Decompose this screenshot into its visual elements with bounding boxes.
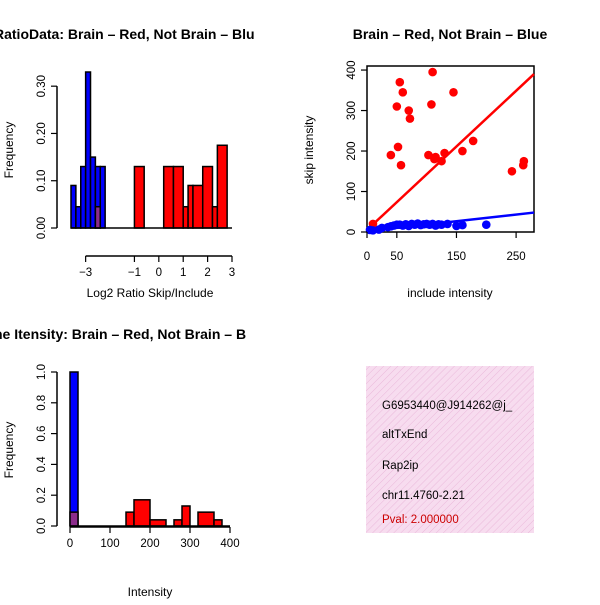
info-panel-background	[366, 366, 534, 533]
intensity-hist-y-tick-label: 0.0	[36, 518, 48, 534]
ratio-hist-red-bar	[201, 165, 214, 229]
scatter-point-brain	[458, 146, 467, 156]
scatter-plot-box	[366, 65, 535, 233]
scatter-point-brain	[427, 100, 436, 109]
scatter-point-brain	[405, 114, 415, 123]
scatter-y-tick-label: 300	[346, 101, 358, 120]
fit-line-not-brain	[366, 211, 535, 233]
ratio-hist-red-bar	[216, 144, 228, 229]
scatter-point-not-brain	[458, 220, 467, 230]
intensity-scatter-marks	[365, 67, 535, 235]
intensity-hist-y-tick-label: 0.2	[36, 487, 48, 503]
ratio-hist-red-bar	[172, 165, 184, 229]
ratio-hist-y-tick-label: 0.10	[36, 170, 48, 192]
intensity-scatter-xlabel: include intensity	[407, 286, 492, 300]
ratio-hist-x-tick-label: 0	[156, 267, 162, 279]
intensity-scatter-panel: Brain – Red, Not Brain – Blue 0 50 150 2500…	[302, 26, 547, 300]
ratio-hist-y-tick-label: 0.30	[36, 75, 48, 97]
intensity-histogram-title: ne Itensity: Brain – Red, Not Brain – B	[0, 326, 246, 342]
intensity-hist-red-bar	[69, 511, 79, 527]
intensity-scatter-title: Brain – Red, Not Brain – Blue	[353, 26, 548, 42]
scatter-point-brain	[468, 136, 478, 146]
intensity-hist-y-tick-label: 1.0	[36, 364, 48, 380]
ratio-histogram-title: RatioData: Brain – Red, Not Brain – Blu	[0, 26, 255, 42]
intensity-histogram-bars	[69, 371, 223, 527]
intensity-hist-red-bar	[133, 499, 151, 527]
scatter-point-not-brain	[481, 220, 491, 230]
intensity-histogram-panel: ne Itensity: Brain – Red, Not Brain – B …	[0, 326, 246, 599]
scatter-point-brain	[396, 160, 406, 170]
info-panel: G6953440@J914262@j_ altTxEnd Rap2ip chr1…	[366, 366, 534, 533]
ratio-hist-x-tick-label: 2	[204, 267, 210, 279]
intensity-hist-red-bar	[181, 505, 191, 527]
info-line-event-type: altTxEnd	[382, 429, 427, 441]
intensity-hist-x-tick-label: 400	[220, 538, 239, 550]
scatter-point-brain	[392, 102, 402, 111]
scatter-point-brain	[428, 67, 437, 77]
scatter-point-brain	[507, 166, 517, 176]
scatter-y-tick-label: 400	[346, 60, 358, 79]
intensity-hist-y-tick-label: 0.8	[36, 395, 48, 411]
ratio-histogram-axes: −3 −1 0 1 2 3 0.00 0.10 0.20 0.30	[36, 75, 235, 279]
scatter-point-brain	[404, 106, 414, 115]
intensity-scatter-axes: 0 50 150 250 0 100 200 300 400	[346, 60, 526, 263]
info-line-event-id: G6953440@J914262@j_	[382, 400, 513, 412]
scatter-point-brain	[519, 156, 529, 166]
intensity-scatter-ylabel: skip intensity	[302, 116, 316, 185]
ratio-hist-x-tick-label: −3	[79, 267, 92, 279]
intensity-histogram-axes: 0 100 200 300 400 0.0 0.2 0.4 0.6 0.8 1.0	[36, 364, 240, 550]
scatter-x-tick-label: 50	[390, 251, 403, 263]
intensity-hist-x-tick-label: 300	[180, 538, 199, 550]
ratio-hist-x-tick-label: −1	[128, 267, 141, 279]
scatter-y-tick-label: 100	[346, 182, 358, 201]
ratio-histogram-panel: RatioData: Brain – Red, Not Brain – Blu …	[0, 26, 255, 300]
scatter-y-tick-label: 200	[346, 141, 358, 160]
intensity-hist-red-bar	[125, 511, 135, 527]
ratio-histogram-ylabel: Frequency	[2, 122, 16, 179]
ratio-histogram-xlabel: Log2 Ratio Skip/Include	[87, 286, 214, 300]
ratio-hist-red-bar	[192, 184, 204, 229]
info-line-gene: Rap2ip	[382, 460, 418, 472]
info-line-pval: Pval: 2.000000	[382, 514, 459, 526]
info-line-location: chr11.4760-2.21	[382, 490, 465, 502]
scatter-point-brain	[386, 150, 396, 160]
scatter-x-tick-label: 250	[507, 251, 526, 263]
ratio-hist-y-tick-label: 0.20	[36, 122, 48, 144]
intensity-hist-red-bar	[213, 519, 223, 527]
fit-line-brain	[366, 73, 535, 231]
scatter-point-brain	[393, 142, 403, 152]
intensity-histogram-xlabel: Intensity	[128, 585, 173, 599]
ratio-hist-red-bar	[162, 165, 175, 229]
scatter-x-tick-label: 150	[447, 251, 466, 263]
intensity-histogram-ylabel: Frequency	[2, 422, 16, 479]
scatter-y-tick-label: 0	[346, 229, 358, 235]
intensity-hist-red-bar	[149, 519, 167, 527]
intensity-hist-red-bar	[173, 519, 183, 527]
scatter-point-brain	[449, 88, 458, 97]
intensity-hist-y-tick-label: 0.4	[36, 456, 48, 473]
intensity-hist-x-tick-label: 100	[100, 538, 119, 550]
ratio-hist-red-bar	[94, 205, 102, 229]
ratio-hist-y-tick-label: 0.00	[36, 217, 48, 239]
scatter-point-brain	[395, 77, 405, 87]
ratio-hist-x-tick-label: 1	[180, 267, 186, 279]
scatter-x-tick-label: 0	[364, 251, 370, 263]
intensity-hist-x-tick-label: 200	[140, 538, 159, 550]
scatter-point-brain	[398, 88, 408, 97]
ratio-histogram-bars	[70, 71, 228, 229]
intensity-hist-y-tick-label: 0.6	[36, 426, 48, 442]
ratio-hist-red-bar	[133, 165, 145, 229]
intensity-hist-x-tick-label: 0	[67, 538, 73, 550]
intensity-hist-red-bar	[197, 511, 215, 527]
intensity-hist-blue-bar	[69, 371, 79, 527]
ratio-hist-x-tick-label: 3	[229, 267, 235, 279]
